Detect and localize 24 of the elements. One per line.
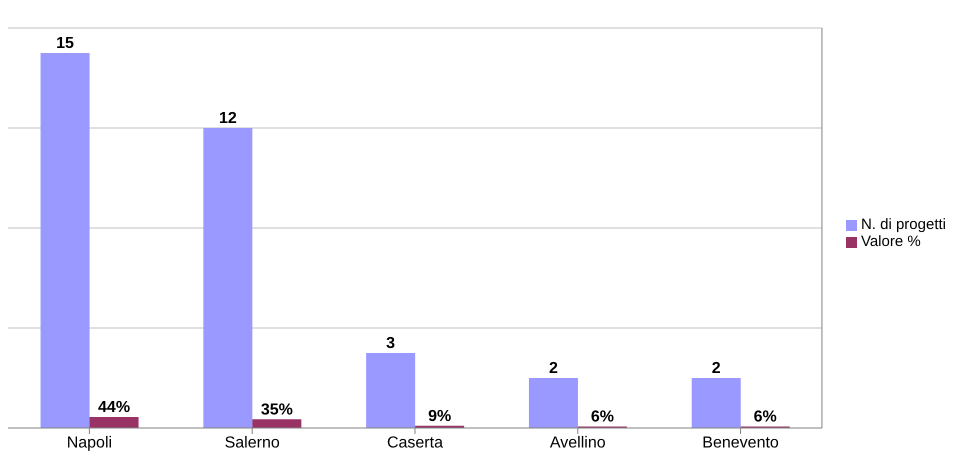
bar [203,128,252,428]
bar [366,353,416,428]
data-label: 9% [428,408,452,425]
data-label: 2 [548,360,558,377]
x-tick-label: Napoli [66,434,112,452]
x-tick-label: Benevento [702,434,779,452]
x-tick-label: Caserta [386,434,444,452]
data-label: 44% [98,399,130,416]
data-label: 12 [218,110,237,127]
bar [252,419,302,428]
data-label: 3 [386,335,396,352]
data-label: 6% [754,408,777,426]
bar [692,378,741,428]
x-tick-label: Salerno [224,434,280,452]
data-label: 35% [260,401,293,418]
x-tick-label: Avellino [550,434,606,452]
data-label: 2 [712,360,721,377]
data-label: 15 [56,35,74,52]
bar [528,378,578,428]
legend-label: Valore % [860,233,921,250]
data-label: 6% [590,408,614,426]
bar [90,417,139,428]
bar [40,53,90,428]
legend-label: N. di progetti [860,216,946,233]
